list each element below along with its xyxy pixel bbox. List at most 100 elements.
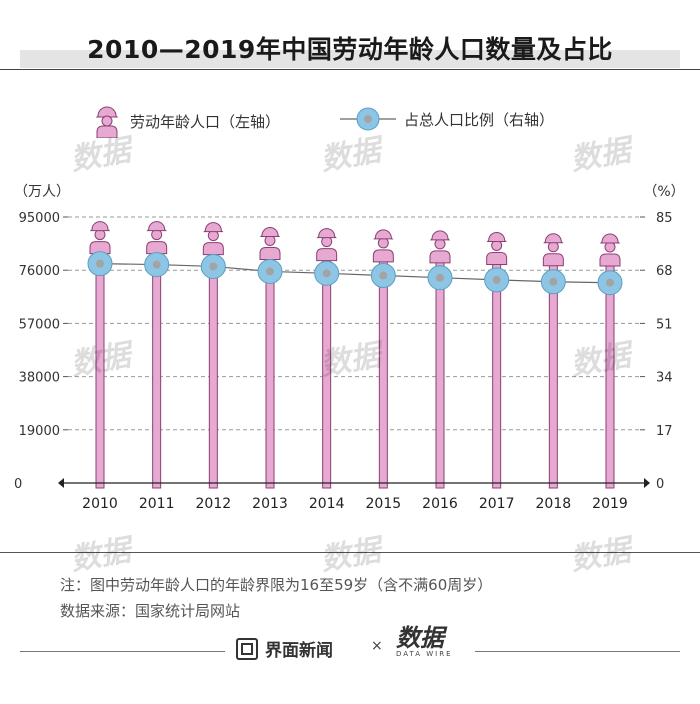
page-title: 2010—2019年中国劳动年龄人口数量及占比: [87, 35, 613, 64]
ratio-dot-center: [436, 273, 444, 282]
ratio-point: [540, 269, 566, 295]
x-tick-label: 2019: [592, 496, 628, 512]
worker-body: [316, 248, 338, 262]
footer-rule: [0, 552, 700, 553]
bar-stick: [208, 252, 218, 489]
x-tick-label: 2017: [479, 496, 515, 512]
worker-helmet: [373, 229, 394, 240]
right-tick-label: 51: [656, 317, 673, 332]
worker-body: [429, 250, 451, 264]
ratio-dot-center: [152, 260, 161, 269]
worker-body: [259, 247, 281, 261]
title-band: [20, 50, 680, 68]
worker-helmet: [429, 230, 451, 241]
worker-helmet: [599, 233, 621, 244]
bar-stick: [548, 263, 558, 489]
bar: [542, 233, 564, 489]
line-layer: [87, 251, 623, 296]
bar-stick: [95, 251, 105, 489]
worker-helmet: [146, 221, 167, 232]
right-tick-label: 68: [656, 264, 673, 279]
x-tick-label: 2018: [536, 496, 572, 512]
ratio-dot-center: [379, 271, 388, 280]
ratio-dot-center: [96, 259, 104, 268]
x-tick-label: 2013: [252, 496, 288, 512]
bar: [429, 230, 451, 489]
ratio-point: [370, 263, 396, 289]
legend-workers: 劳动年龄人口（左轴）: [92, 104, 280, 138]
worker-helmet: [543, 233, 564, 244]
ratio-dot-center: [209, 262, 218, 271]
left-tick-label: 95000: [19, 211, 60, 226]
worker-body: [146, 241, 168, 255]
x-tick-label: 2011: [139, 496, 175, 512]
ratio-point: [427, 265, 453, 291]
data-source: 数据来源：国家统计局网站: [60, 602, 241, 620]
ratio-point: [200, 253, 226, 279]
x-axis-arrow-left: [58, 478, 64, 488]
ratio-point: [484, 267, 510, 293]
footer-separator: ×: [371, 638, 383, 654]
bar: [89, 221, 111, 489]
bar-stick: [435, 260, 445, 489]
line-dot-icon: [340, 107, 396, 131]
right-tick-label: 34: [656, 371, 673, 386]
ratio-point: [597, 270, 623, 296]
worker-body: [202, 242, 224, 256]
bar-stick: [378, 259, 388, 489]
bar-stick: [492, 261, 502, 489]
left-tick-label: 76000: [19, 264, 60, 279]
legend-ratio: 占总人口比例（右轴）: [340, 104, 554, 134]
right-tick-label: 85: [656, 211, 673, 226]
axis-layer: （万人） （%） 0 19000 38000 57000 76000 95000 0 17 34 51…: [14, 184, 685, 512]
bar-stick: [605, 263, 615, 489]
x-tick-label: 2010: [82, 496, 118, 512]
datawire-logo: 数据 DATA WIRE: [396, 626, 453, 658]
right-axis-unit: （%）: [643, 184, 684, 200]
left-axis-unit: （万人）: [14, 184, 70, 200]
x-tick-label: 2012: [196, 496, 232, 512]
bar-stick: [265, 257, 275, 489]
chart-note: 注：图中劳动年龄人口的年龄界限为16至59岁（含不满60周岁）: [60, 576, 493, 594]
worker-helmet: [486, 232, 507, 242]
ratio-line: [99, 263, 611, 284]
title-rule: [0, 69, 700, 70]
bar: [372, 229, 394, 489]
bar: [486, 232, 508, 489]
bar-stick: [152, 251, 162, 489]
bar: [599, 233, 621, 489]
x-tick-label: 2016: [422, 496, 458, 512]
left-tick-label: 0: [14, 477, 22, 492]
bar: [146, 221, 168, 489]
worker-body: [599, 253, 621, 267]
ratio-dot-center: [322, 269, 331, 278]
ratio-dot-center: [266, 267, 274, 276]
right-tick-label: 0: [656, 477, 664, 492]
worker-helmet: [203, 222, 224, 233]
bar: [202, 222, 224, 489]
bar: [259, 227, 281, 489]
bar-stick: [322, 258, 332, 489]
datawire-logo-mark: 数据: [396, 624, 444, 652]
x-axis-arrow-right: [644, 478, 650, 488]
bar: [316, 228, 338, 489]
worker-icon: [95, 106, 119, 138]
worker-body: [486, 251, 508, 265]
x-tick-label: 2015: [366, 496, 402, 512]
ratio-dot-center: [606, 278, 614, 287]
right-tick-label: 17: [656, 424, 673, 439]
x-tick-label: 2014: [309, 496, 345, 512]
jiemian-brand: 界面新闻: [236, 636, 333, 661]
worker-helmet: [316, 228, 337, 239]
worker-body: [542, 253, 564, 267]
datawire-logo-sub: DATA WIRE: [396, 650, 453, 658]
worker-body: [372, 249, 394, 263]
ratio-point: [144, 252, 170, 278]
bar-layer: [89, 221, 621, 489]
left-tick-label: 38000: [19, 371, 60, 386]
footer-line-right: [475, 651, 680, 652]
ratio-dot-center: [549, 277, 558, 286]
worker-helmet: [259, 227, 281, 238]
worker-helmet: [89, 221, 111, 232]
